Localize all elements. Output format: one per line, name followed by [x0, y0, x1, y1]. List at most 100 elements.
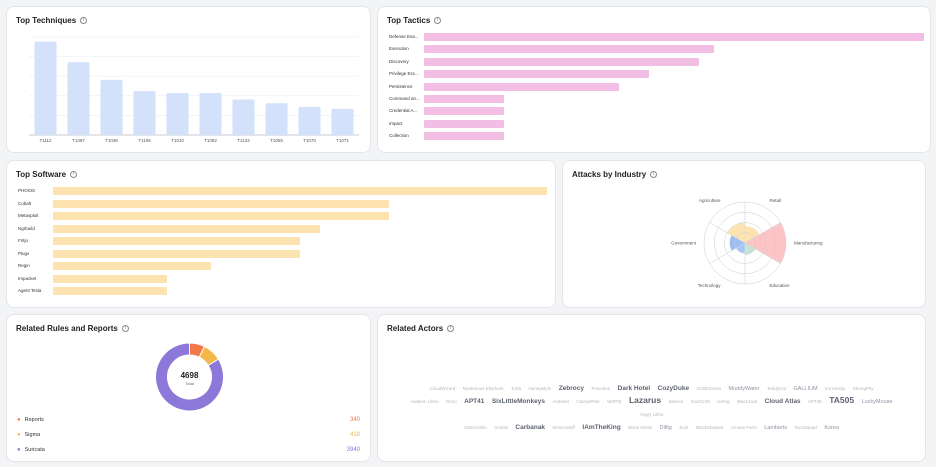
polar-grid-spoke: [709, 222, 746, 244]
actor-tag[interactable]: IronHusky: [825, 386, 846, 391]
actor-tag[interactable]: APT35: [808, 399, 822, 404]
actor-tag[interactable]: Andariel: [552, 399, 569, 404]
tactic-bar[interactable]: [424, 33, 924, 41]
actor-tag[interactable]: Lazarus: [628, 395, 662, 405]
actor-tag[interactable]: GALLIUM: [793, 386, 818, 392]
technique-bar[interactable]: [265, 103, 288, 135]
technique-bar[interactable]: [232, 99, 255, 135]
actor-tag[interactable]: LuckyMouse: [861, 399, 893, 405]
legend-row[interactable]: ● Sigma 418: [17, 430, 360, 440]
legend-row[interactable]: ● Suricata 3940: [17, 445, 360, 455]
donut-segment[interactable]: [155, 342, 224, 412]
legend-value: 3940: [346, 447, 360, 453]
tactic-bar[interactable]: [424, 107, 504, 116]
actor-tag[interactable]: Awaken Likho: [410, 399, 439, 404]
technique-bar[interactable]: [331, 108, 354, 135]
tactic-bar[interactable]: [424, 95, 504, 103]
technique-bar[interactable]: [133, 91, 156, 135]
technique-bar[interactable]: [298, 107, 321, 135]
actor-tag[interactable]: Black Dress: [628, 425, 653, 430]
technique-bar[interactable]: [67, 62, 90, 136]
actor-tag[interactable]: WIRTE: [607, 399, 622, 404]
technique-bar[interactable]: [100, 79, 123, 135]
technique-tick-label: T1082: [204, 138, 217, 143]
software-bar[interactable]: [53, 224, 320, 233]
tactic-bar-label: Privilege Esc...: [389, 71, 419, 77]
software-bar[interactable]: [53, 274, 167, 283]
software-bar[interactable]: [53, 187, 547, 195]
tactic-bar[interactable]: [424, 119, 504, 128]
top-techniques-chart: T1112 T1497 T1036 T1106 T1010 T1082 T1134 T1055…: [29, 36, 359, 143]
actor-tag[interactable]: HoneyMyte: [528, 386, 552, 391]
donut-segment[interactable]: [198, 345, 220, 367]
related-rules-title: Related Rules and Reports i: [16, 324, 129, 333]
polar-grid-spoke: [744, 222, 781, 244]
related-rules-donut: 4698 Total: [155, 342, 224, 412]
actor-tag[interactable]: Dropi: [445, 399, 457, 404]
actor-tag[interactable]: GoblinDown: [696, 386, 722, 391]
technique-tick-label: T1010: [171, 138, 184, 143]
tactic-bar[interactable]: [424, 82, 619, 91]
actor-tag[interactable]: DustSquad: [794, 425, 817, 430]
actor-tag[interactable]: Angry Likho: [639, 412, 664, 417]
info-icon[interactable]: i: [80, 17, 88, 24]
tactic-bar[interactable]: [424, 70, 649, 79]
actor-tag[interactable]: BlackJack: [736, 399, 758, 404]
actor-tag[interactable]: CactusPete: [576, 399, 600, 404]
actor-tag[interactable]: Korea: [824, 425, 839, 431]
software-bar[interactable]: [53, 249, 300, 258]
donut-segment[interactable]: [189, 342, 206, 358]
actor-tag[interactable]: Dark Hotel: [617, 385, 651, 392]
actor-tag[interactable]: SixLittleMonkeys: [491, 398, 545, 405]
actor-tag[interactable]: TA505: [829, 395, 855, 405]
software-bar-label: Regin: [18, 263, 30, 268]
actor-tag[interactable]: Mysterious Elephant: [462, 386, 504, 391]
info-icon[interactable]: i: [434, 17, 442, 24]
actor-tag[interactable]: BlackShadow: [696, 425, 724, 430]
software-bar[interactable]: [53, 199, 389, 208]
software-bar-label: Ngrbuild: [18, 225, 35, 231]
actor-tag[interactable]: Lamberts: [764, 425, 788, 431]
info-icon[interactable]: i: [70, 171, 78, 178]
actor-tag[interactable]: Poseidon: [591, 386, 611, 391]
actor-tag[interactable]: Icefog: [717, 399, 730, 404]
technique-bar[interactable]: [166, 93, 189, 135]
tactic-bar[interactable]: [424, 57, 699, 66]
actor-tag[interactable]: CloudWizard: [429, 386, 456, 391]
software-bar[interactable]: [53, 237, 300, 245]
actor-tag[interactable]: Carbanak: [515, 424, 546, 431]
actor-tag[interactable]: CozyDuke: [657, 385, 690, 392]
tactic-bar[interactable]: [424, 45, 714, 54]
legend-name: Suricata: [24, 447, 45, 453]
polar-grid-spoke: [709, 242, 746, 264]
actor-tag[interactable]: Zebrocy: [558, 385, 584, 392]
actor-tag[interactable]: MosesStaff: [552, 425, 575, 430]
actor-tag[interactable]: Cloud Atlas: [764, 398, 801, 405]
info-icon[interactable]: i: [121, 325, 129, 332]
technique-bar[interactable]: [199, 93, 222, 135]
software-bar[interactable]: [53, 212, 389, 220]
actor-tag[interactable]: Dilfig: [659, 425, 672, 431]
actor-tag[interactable]: Anubis: [494, 425, 508, 430]
software-bar[interactable]: [53, 287, 167, 295]
tactic-bar-label: Impact: [389, 120, 403, 126]
actor-tag[interactable]: IAmTheKing: [582, 424, 621, 431]
actor-tag[interactable]: ScarCruft: [690, 399, 710, 404]
actor-tag[interactable]: StrongPity: [852, 386, 874, 391]
info-icon[interactable]: i: [447, 325, 455, 332]
tactic-bar[interactable]: [424, 132, 504, 141]
legend-row[interactable]: ● Reports 340: [17, 415, 360, 425]
industry-label: Agriculture: [699, 198, 721, 203]
info-icon[interactable]: i: [650, 171, 658, 178]
actor-tag[interactable]: MuddyWater: [728, 386, 760, 392]
actor-tag[interactable]: TeddyCat: [766, 386, 786, 391]
actor-tag[interactable]: Sunt: [679, 425, 689, 430]
actor-tag[interactable]: APT41: [464, 398, 485, 405]
top-techniques-card: Top Techniques i T1112 T1497 T1036 T1106 T10…: [6, 6, 371, 153]
actor-tag[interactable]: Turla: [510, 386, 522, 391]
software-bar[interactable]: [53, 262, 212, 270]
actor-tag[interactable]: OldGremlin: [463, 425, 487, 430]
actor-tag[interactable]: Arcane Farm: [730, 425, 757, 430]
technique-bar[interactable]: [34, 41, 57, 135]
actor-tag[interactable]: Silence: [668, 399, 684, 404]
